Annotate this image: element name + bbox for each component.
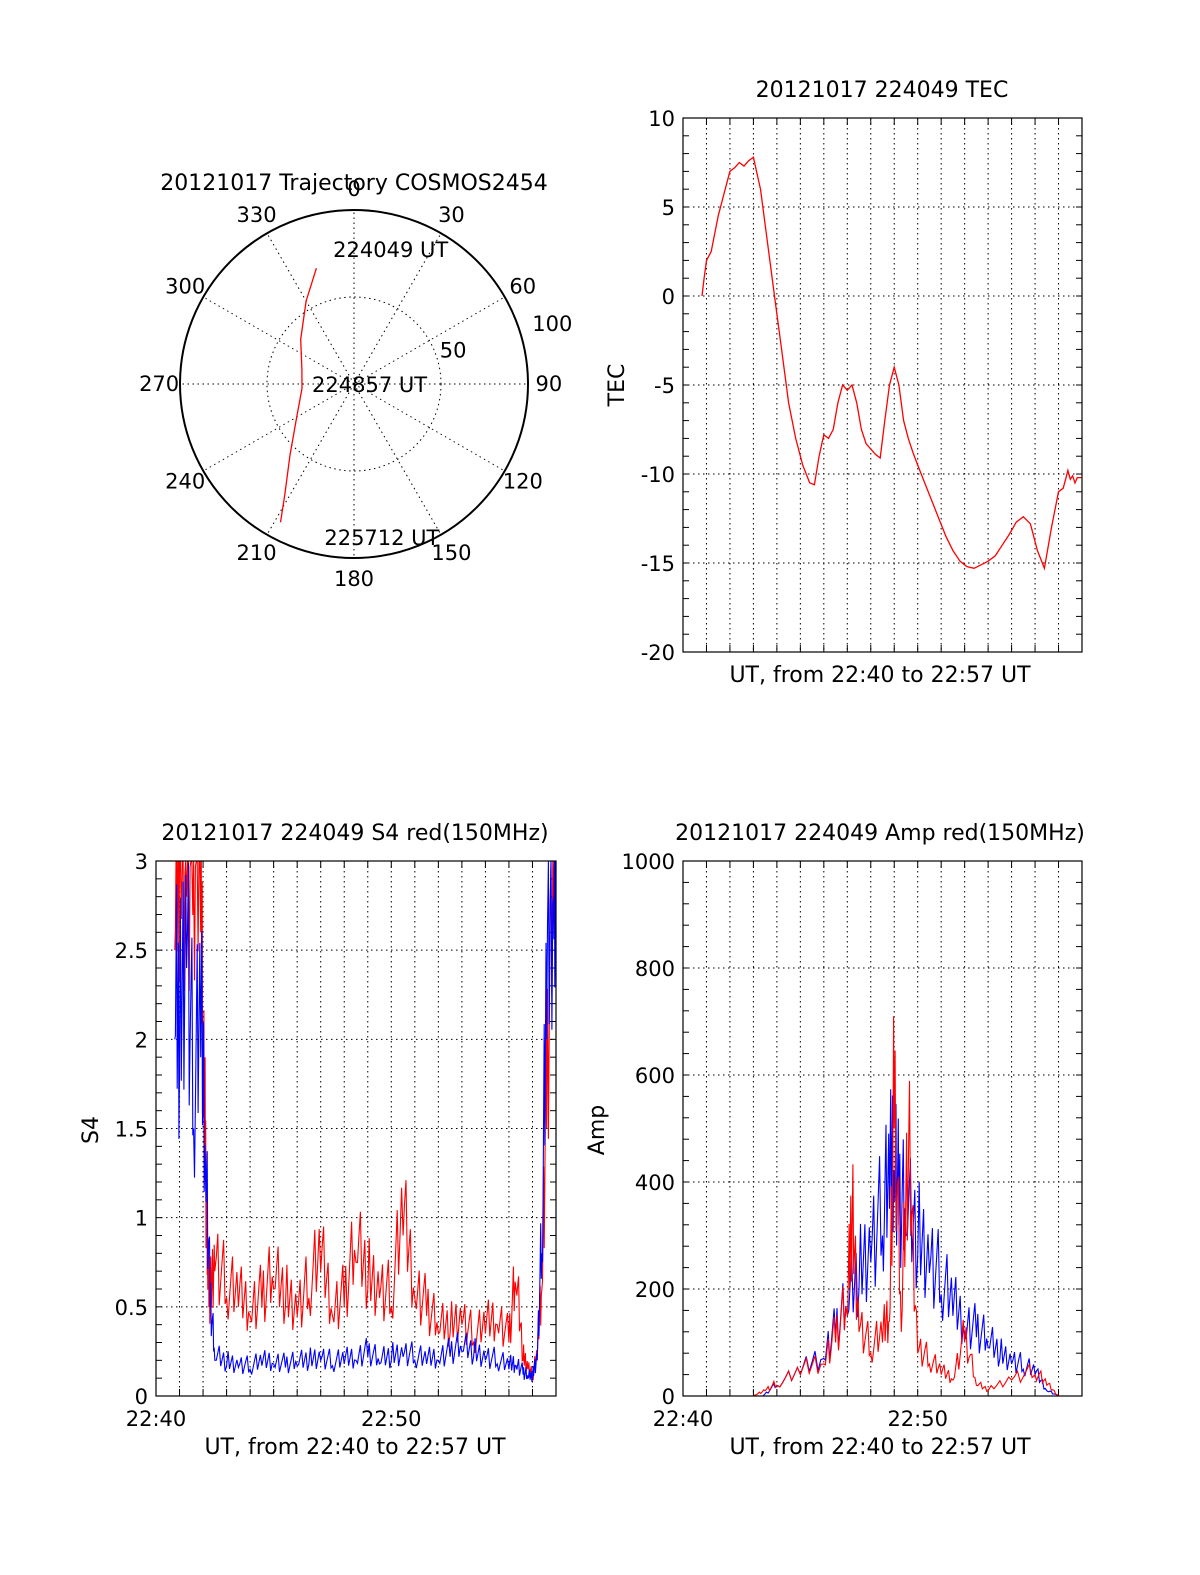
polar-grid-spoke bbox=[353, 383, 505, 472]
amp-xlabel: UT, from 22:40 to 22:57 UT bbox=[729, 1435, 1031, 1460]
s4-title: 20121017 224049 S4 red(150MHz) bbox=[161, 821, 548, 846]
y-tick-label: 0 bbox=[662, 285, 675, 309]
polar-azimuth-label: 0 bbox=[347, 177, 360, 201]
polar-annotations: 224049 UT 224857 UT 225712 UT bbox=[312, 238, 448, 550]
polar-trajectory bbox=[279, 268, 318, 523]
series-line-blue bbox=[174, 860, 556, 1382]
polar-grid-spoke bbox=[353, 383, 442, 535]
series-line-red bbox=[701, 156, 1082, 571]
tec-grid bbox=[682, 117, 1083, 653]
polar-trajectory-line bbox=[279, 268, 318, 523]
polar-radial-label: 100 bbox=[532, 312, 572, 336]
tec-xlabel: UT, from 22:40 to 22:57 UT bbox=[729, 663, 1031, 688]
s4-grid bbox=[155, 860, 557, 1397]
polar-azimuth-label: 120 bbox=[503, 469, 543, 493]
y-tick-label: 200 bbox=[635, 1278, 675, 1302]
s4-chart: 20121017 224049 S4 red(150MHz) 0 0.5 1 1.5 2… bbox=[79, 821, 557, 1460]
s4-xlabel: UT, from 22:40 to 22:57 UT bbox=[204, 1435, 506, 1460]
polar-time-annotation: 225712 UT bbox=[324, 526, 439, 550]
x-tick-label: 22:40 bbox=[653, 1407, 714, 1431]
y-tick-label: 0 bbox=[135, 1385, 148, 1409]
polar-grid-spoke bbox=[266, 383, 355, 535]
polar-radial-labels: 50 100 bbox=[440, 312, 573, 363]
polar-outer-circle bbox=[179, 209, 529, 559]
tec-chart: 20121017 224049 TEC 10 5 0 -5 -10 -15 -20 UT, … bbox=[605, 78, 1083, 688]
polar-chart: 20121017 Trajectory COSMOS2454 0 30 60 90 12… bbox=[139, 171, 572, 591]
polar-azimuth-label: 150 bbox=[431, 541, 471, 565]
y-tick-label: 600 bbox=[635, 1064, 675, 1088]
amp-chart: 20121017 224049 Amp red(150MHz) 0 200 400 6… bbox=[585, 821, 1085, 1460]
amp-ylabel: Amp bbox=[585, 1105, 610, 1155]
tec-tick-labels: 10 5 0 -5 -10 -15 -20 bbox=[641, 107, 675, 665]
y-tick-label: 5 bbox=[662, 196, 675, 220]
amp-tick-labels: 0 200 400 600 800 1000 22:40 22:50 bbox=[622, 850, 948, 1431]
polar-azimuth-label: 30 bbox=[438, 203, 465, 227]
series-line-blue bbox=[701, 1089, 1082, 1397]
polar-title: 20121017 Trajectory COSMOS2454 bbox=[160, 171, 547, 196]
amp-grid bbox=[682, 860, 1083, 1397]
tec-title: 20121017 224049 TEC bbox=[756, 78, 1009, 103]
y-tick-label: -10 bbox=[641, 463, 675, 487]
polar-azimuth-label: 90 bbox=[536, 372, 563, 396]
polar-time-annotation: 224857 UT bbox=[312, 373, 427, 397]
y-tick-label: 3 bbox=[135, 850, 148, 874]
polar-grid-spoke bbox=[203, 383, 355, 472]
y-tick-label: 1.5 bbox=[115, 1118, 148, 1142]
x-tick-label: 22:40 bbox=[126, 1407, 187, 1431]
y-tick-label: 1000 bbox=[622, 850, 675, 874]
polar-azimuth-label: 240 bbox=[165, 469, 205, 493]
y-tick-label: 400 bbox=[635, 1171, 675, 1195]
y-tick-label: 800 bbox=[635, 957, 675, 981]
polar-azimuth-labels: 0 30 60 90 120 150 180 210 240 270 300 330 bbox=[139, 177, 562, 591]
polar-azimuth-label: 60 bbox=[509, 275, 536, 299]
series-line-red bbox=[174, 860, 557, 1381]
polar-grid-spoke bbox=[266, 233, 355, 385]
tec-series bbox=[701, 156, 1082, 571]
polar-grid bbox=[180, 210, 528, 558]
amp-title: 20121017 224049 Amp red(150MHz) bbox=[675, 821, 1085, 846]
x-tick-label: 22:50 bbox=[887, 1407, 948, 1431]
polar-grid-ring bbox=[266, 296, 442, 472]
s4-ylabel: S4 bbox=[79, 1116, 104, 1144]
y-tick-label: 1 bbox=[135, 1207, 148, 1231]
polar-grid-spoke bbox=[353, 233, 442, 385]
s4-tick-labels: 0 0.5 1 1.5 2 2.5 3 22:40 22:50 bbox=[115, 850, 422, 1431]
y-tick-label: -5 bbox=[654, 374, 675, 398]
polar-azimuth-label: 330 bbox=[237, 203, 277, 227]
polar-azimuth-label: 180 bbox=[334, 567, 374, 591]
y-tick-label: 2 bbox=[135, 1028, 148, 1052]
tec-plot-frame bbox=[682, 117, 1083, 653]
polar-grid-spoke bbox=[353, 296, 505, 385]
y-tick-label: 0.5 bbox=[115, 1296, 148, 1320]
tec-ylabel: TEC bbox=[605, 364, 630, 408]
amp-series bbox=[701, 1016, 1082, 1397]
amp-plot-frame bbox=[682, 860, 1083, 1397]
polar-radial-label: 50 bbox=[440, 338, 467, 362]
polar-azimuth-label: 300 bbox=[165, 275, 205, 299]
polar-grid-spoke bbox=[203, 296, 355, 385]
y-tick-label: 2.5 bbox=[115, 939, 148, 963]
s4-plot-frame bbox=[155, 860, 557, 1397]
s4-series bbox=[174, 860, 557, 1382]
y-tick-label: -20 bbox=[641, 641, 675, 665]
y-tick-label: -15 bbox=[641, 552, 675, 576]
y-tick-label: 10 bbox=[648, 107, 675, 131]
series-line-red bbox=[701, 1016, 1082, 1397]
polar-time-annotation: 224049 UT bbox=[333, 238, 448, 262]
polar-azimuth-label: 270 bbox=[139, 372, 179, 396]
y-tick-label: 0 bbox=[662, 1385, 675, 1409]
polar-azimuth-label: 210 bbox=[237, 541, 277, 565]
x-tick-label: 22:50 bbox=[361, 1407, 422, 1431]
